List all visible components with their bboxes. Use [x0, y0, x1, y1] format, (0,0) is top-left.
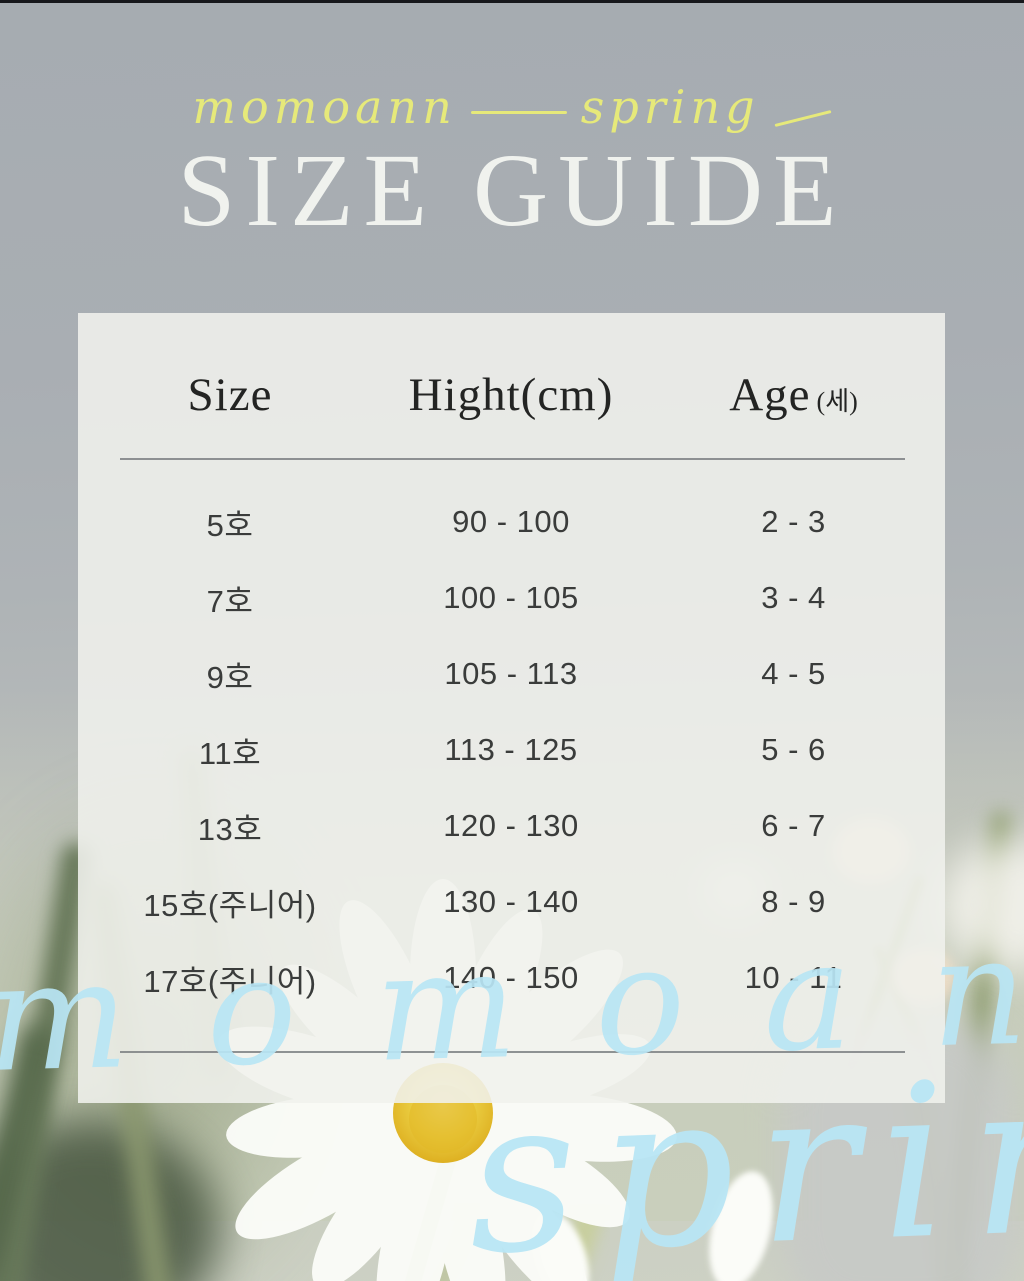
table-row: 9호 105 - 113 4 - 5	[120, 636, 905, 712]
header-divider	[120, 458, 905, 460]
age-cell: 2 - 3	[761, 504, 826, 539]
table-body: 5호 90 - 100 2 - 3 7호 100 - 105 3 - 4 9호 …	[120, 458, 905, 1016]
script-flourish-line	[470, 110, 567, 114]
size-cell: 15호(주니어)	[143, 887, 317, 923]
top-edge-strip	[0, 0, 1024, 3]
size-cell: 17호(주니어)	[143, 963, 317, 999]
brand-script: momoann spring	[0, 80, 1024, 134]
height-cell: 100 - 105	[443, 580, 579, 615]
age-cell: 4 - 5	[761, 656, 826, 691]
size-table-card: Size Hight(cm) Age (세) 5호 90 - 100 2 - 3 …	[78, 313, 945, 1103]
size-cell: 7호	[206, 583, 254, 619]
column-header-age: Age (세)	[729, 368, 858, 421]
table-row: 13호 120 - 130 6 - 7	[120, 788, 905, 864]
age-unit-label: (세)	[816, 386, 858, 416]
column-header-height: Hight(cm)	[408, 368, 614, 421]
height-cell: 120 - 130	[443, 808, 579, 843]
table-header-row: Size Hight(cm) Age (세)	[120, 313, 905, 458]
age-cell: 6 - 7	[761, 808, 826, 843]
height-cell: 113 - 125	[444, 732, 578, 767]
table-row: 5호 90 - 100 2 - 3	[120, 484, 905, 560]
table-row: 17호(주니어) 140 - 150 10 - 11	[120, 940, 905, 1016]
brand-script-word: spring	[580, 80, 760, 134]
height-cell: 90 - 100	[452, 504, 570, 539]
column-header-size: Size	[187, 368, 273, 421]
table-row: 15호(주니어) 130 - 140 8 - 9	[120, 864, 905, 940]
height-cell: 130 - 140	[443, 884, 579, 919]
script-flourish-tail	[774, 109, 832, 127]
size-cell: 13호	[197, 811, 263, 847]
size-cell: 9호	[206, 659, 254, 695]
page-title: SIZE GUIDE	[177, 133, 847, 248]
age-cell: 3 - 4	[761, 580, 826, 615]
table-row: 11호 113 - 125 5 - 6	[120, 712, 905, 788]
size-cell: 11호	[198, 735, 262, 771]
size-cell: 5호	[206, 507, 254, 543]
age-cell: 8 - 9	[761, 884, 826, 919]
height-cell: 105 - 113	[444, 656, 578, 691]
age-cell: 10 - 11	[744, 960, 843, 995]
table-row: 7호 100 - 105 3 - 4	[120, 560, 905, 636]
age-cell: 5 - 6	[761, 732, 826, 767]
height-cell: 140 - 150	[443, 960, 579, 995]
bottom-divider	[120, 1051, 905, 1053]
brand-script-word: momoann	[192, 80, 457, 134]
